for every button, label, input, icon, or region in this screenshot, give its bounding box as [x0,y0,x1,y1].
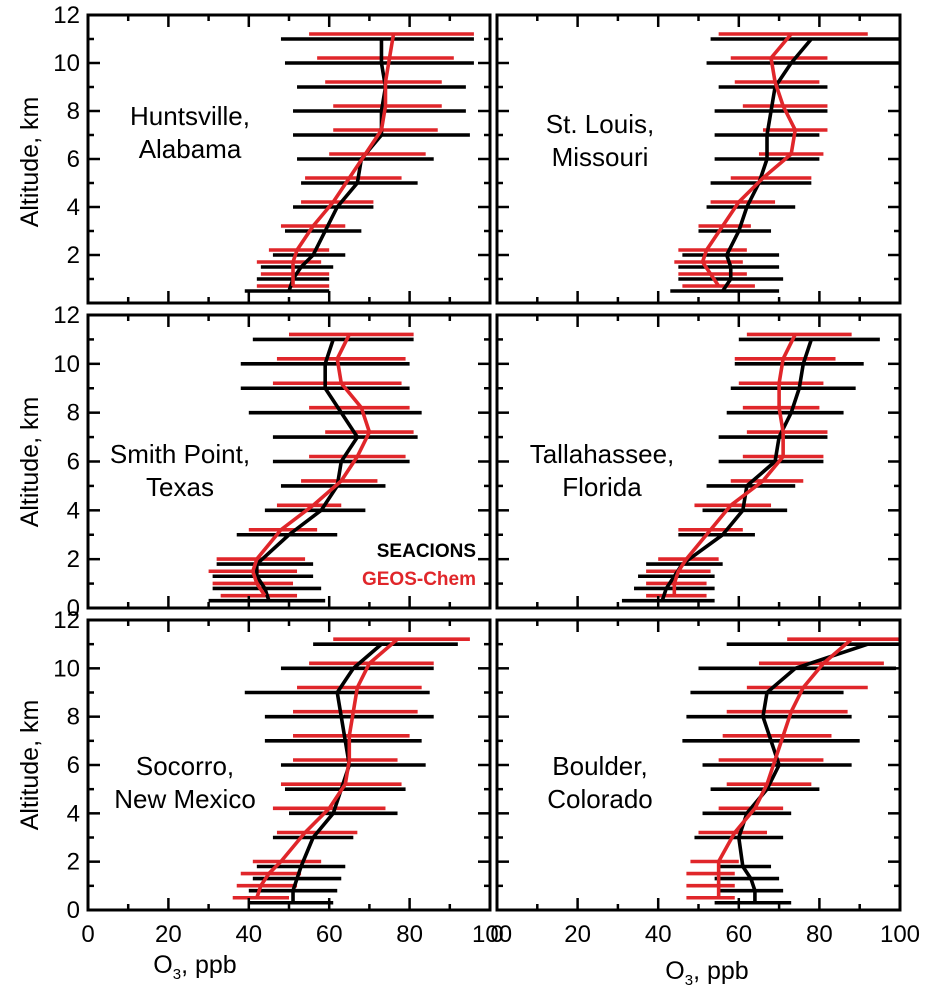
seacions-profile-line [291,642,383,903]
panel-data [244,32,474,293]
geoschem-profile-line [251,333,372,597]
site-label-line1: Huntsville, [130,101,250,131]
panel-data [670,32,900,293]
panel: Tallahassee,Florida [495,313,902,610]
x-axis-title-units: , ppb [181,951,237,979]
y-tick-label: 6 [67,449,80,476]
site-label-line1: St. Louis, [546,109,654,139]
x-tick-label: 100 [472,921,512,948]
x-tick-label: 20 [155,921,182,948]
y-axis-title: Altitude, km [16,700,44,831]
panel-data [232,637,470,905]
y-axis-title: Altitude, km [16,397,44,528]
x-axis-title-main: O [153,951,172,979]
panel-grid: 2 4 6 8 10 12 Huntsville,Alabama Altitude, km St… [16,2,920,948]
y-tick-label: 0 [67,897,80,924]
geoschem-profile-line [255,637,399,899]
site-label-line1: Socorro, [136,751,234,781]
x-tick-label: 60 [316,921,343,948]
x-axis-title-right: O3, ppb [665,957,748,987]
panel-data [682,637,900,905]
y-tick-label: 8 [67,400,80,427]
site-label-line2: Missouri [552,142,649,172]
seacions-profile-line [660,338,814,602]
x-tick-label: 20 [564,921,591,948]
site-label-line1: Smith Point, [110,439,250,469]
x-tick-label: 40 [235,921,262,948]
x-axis-title-main: O [665,957,684,985]
y-tick-label: 4 [67,800,80,827]
y-tick-label: 10 [53,351,80,378]
site-label-line1: Boulder, [552,751,647,781]
x-tick-label: 100 [880,921,920,948]
panel: 0 2 4 6 8 10 12 0 20 40 60 80 100 Socorro,New Mexico A… [16,607,512,948]
y-tick-label: 6 [67,752,80,779]
geoschem-profile-line [291,33,396,286]
panel: 2 4 6 8 10 12 Huntsville,Alabama Altitude, km [16,2,492,305]
y-tick-label: 10 [53,655,80,682]
legend-label-geoschem: GEOS-Chem [362,569,476,590]
x-axis-titles: O3, ppb O3, ppb [153,951,748,987]
panel-data [621,332,880,603]
geoschem-profile-line [672,333,797,596]
panel: 0 20 40 60 80 100 Boulder,Colorado [490,618,920,948]
site-label-line1: Tallahassee, [530,439,675,469]
y-tick-label: 2 [67,546,80,573]
y-tick-label: 4 [67,497,80,524]
panel-data [208,332,422,603]
y-tick-label: 12 [53,302,80,329]
y-tick-label: 8 [67,98,80,125]
y-tick-label: 12 [53,2,80,29]
x-tick-label: 80 [396,921,423,948]
x-axis-title-units: , ppb [693,957,749,985]
panel: 0 2 4 6 8 10 12 Smith Point,Texas Altitude, km [16,302,492,622]
y-tick-label: 8 [67,704,80,731]
y-tick-label: 4 [67,194,80,221]
seacions-profile-line [736,642,869,903]
geoschem-profile-line [716,637,853,898]
x-tick-label: 80 [806,921,833,948]
geoschem-profile-line [700,32,798,288]
site-label-line2: Texas [146,472,214,502]
x-tick-label: 40 [645,921,672,948]
x-tick-label: 0 [490,921,503,948]
site-label-line2: Colorado [547,784,653,814]
y-tick-label: 10 [53,50,80,77]
site-label-line2: Florida [562,472,642,502]
panel: St. Louis,Missouri [495,13,902,305]
x-axis-title-left: O3, ppb [153,951,236,983]
legend-label-seacions: SEACIONS [377,541,476,562]
y-tick-label: 2 [67,242,80,269]
y-axis-title: Altitude, km [16,97,44,228]
x-axis-title-subscript: 3 [173,966,181,983]
y-tick-label: 12 [53,607,80,634]
y-tick-label: 2 [67,849,80,876]
legend: SEACIONS GEOS-Chem [362,541,476,590]
y-tick-label: 6 [67,146,80,173]
y-tick-label: 0 [67,595,80,622]
x-tick-label: 60 [725,921,752,948]
x-tick-label: 0 [81,921,94,948]
site-label-line2: Alabama [139,134,242,164]
x-axis-title-subscript: 3 [685,972,693,987]
site-label-line2: New Mexico [114,784,256,814]
